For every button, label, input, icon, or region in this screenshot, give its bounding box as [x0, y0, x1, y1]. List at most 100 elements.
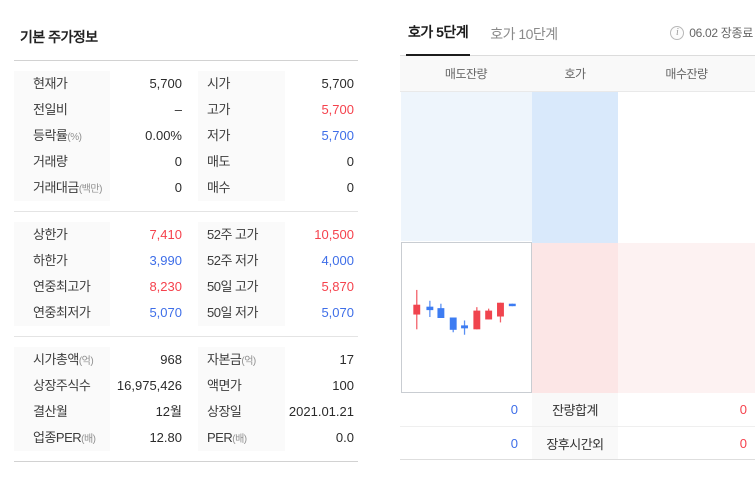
row-label: 자본금(억)	[198, 347, 285, 373]
row-label-unit: (배)	[81, 434, 96, 445]
row-label: 등락률(%)	[14, 123, 110, 149]
row-label: 상장일	[198, 399, 285, 425]
market-status: i 06.02 장종료	[670, 24, 753, 41]
row-value: 5,870	[321, 279, 354, 294]
row-label: 고가	[198, 97, 285, 123]
table-row: 전일비 – 고가 5,700	[14, 97, 358, 123]
column-gap	[182, 123, 198, 149]
table-row: 연중최저가 5,070 50일 저가 5,070	[14, 300, 358, 326]
row-value: 12월	[155, 404, 182, 419]
row-label-unit: (백만)	[78, 184, 103, 195]
buy-depth-volume-zone	[618, 243, 755, 393]
total-buy-volume: 0	[739, 402, 747, 417]
info-icon: i	[670, 25, 685, 40]
row-label: 연중최저가	[14, 300, 110, 326]
table-row: 하한가 3,990 52주 저가 4,000	[14, 248, 358, 274]
table-row: 연중최고가 8,230 50일 고가 5,870	[14, 274, 358, 300]
range-block: 상한가 7,410 52주 고가 10,500 하한가 3,990 52주 저가 4,000 연…	[14, 211, 358, 336]
column-gap	[182, 175, 198, 201]
column-gap	[182, 149, 198, 175]
row-label: 시가	[198, 71, 285, 97]
row-value: 0.0	[335, 430, 354, 445]
stock-info-table: 현재가 5,700 시가 5,700 전일비 – 고가 5,700 등락률(%) 0.00% 저가 5…	[14, 60, 358, 462]
column-header-price: 호가	[564, 67, 586, 81]
total-sell-volume: 0	[510, 402, 518, 417]
column-gap	[182, 399, 198, 425]
row-label: 하한가	[14, 248, 110, 274]
row-label: 시가총액(억)	[14, 347, 110, 373]
buy-depth-price-zone	[532, 243, 618, 393]
row-value: 5,700	[321, 128, 354, 143]
table-row: 상한가 7,410 52주 고가 10,500	[14, 222, 358, 248]
row-value: 12.80	[149, 430, 182, 445]
row-value: 8,230	[149, 279, 182, 294]
row-label: 액면가	[198, 373, 285, 399]
row-value: 968	[160, 352, 182, 367]
row-value: 5,700	[149, 76, 182, 91]
table-row: 결산월 12월 상장일 2021.01.21	[14, 399, 358, 425]
row-label: PER(배)	[198, 425, 285, 451]
column-gap	[182, 274, 198, 300]
row-value: 5,070	[149, 305, 182, 320]
table-row: 현재가 5,700 시가 5,700	[14, 71, 358, 97]
row-label: 업종PER(배)	[14, 425, 110, 451]
sell-depth-price-zone	[532, 92, 618, 243]
row-value: 17	[339, 352, 354, 367]
row-value: 2021.01.21	[288, 404, 354, 419]
column-gap	[182, 347, 198, 373]
row-label: 거래량	[14, 149, 110, 175]
row-label-unit: (%)	[67, 132, 82, 143]
table-row: 시가총액(억) 968 자본금(억) 17	[14, 347, 358, 373]
row-label: 50일 고가	[198, 274, 285, 300]
column-header-sell-volume: 매도잔량	[444, 67, 488, 81]
row-value: 5,700	[321, 76, 354, 91]
row-label: 전일비	[14, 97, 110, 123]
row-value: 3,990	[149, 253, 182, 268]
row-label: 거래대금(백만)	[14, 175, 110, 201]
row-value: 5,700	[321, 102, 354, 117]
orderbook-header: 매도잔량 호가 매수잔량	[400, 56, 755, 92]
column-gap	[182, 425, 198, 451]
fundamentals-block: 시가총액(억) 968 자본금(억) 17 상장주식수 16,975,426 액면가 100 결…	[14, 336, 358, 461]
row-label: 연중최고가	[14, 274, 110, 300]
row-label: 50일 저가	[198, 300, 285, 326]
column-gap	[182, 71, 198, 97]
mini-candlestick-chart	[401, 242, 532, 393]
orderbook-panel: 호가 5단계 호가 10단계 i 06.02 장종료 매도잔량 호가 매수잔량 …	[400, 0, 755, 481]
row-value: –	[174, 102, 182, 117]
row-value: 10,500	[314, 227, 354, 242]
table-row: 업종PER(배) 12.80 PER(배) 0.0	[14, 425, 358, 451]
column-gap	[182, 373, 198, 399]
row-label: 상장주식수	[14, 373, 110, 399]
column-gap	[182, 300, 198, 326]
column-gap	[182, 97, 198, 123]
row-label: 저가	[198, 123, 285, 149]
row-value: 4,000	[321, 253, 354, 268]
price-block: 현재가 5,700 시가 5,700 전일비 – 고가 5,700 등락률(%) 0.00% 저가 5…	[14, 61, 358, 211]
orderbook-tabs: 호가 5단계 호가 10단계	[400, 0, 755, 56]
row-value: 0	[174, 154, 182, 169]
row-label: 매도	[198, 149, 285, 175]
row-label: 현재가	[14, 71, 110, 97]
row-label: 52주 고가	[198, 222, 285, 248]
after-hours-row: 0 장후시간외 0	[400, 427, 755, 460]
row-label: 매수	[198, 175, 285, 201]
table-row: 등락률(%) 0.00% 저가 5,700	[14, 123, 358, 149]
page-title: 기본 주가정보	[20, 29, 98, 45]
after-hours-label: 장후시간외	[532, 427, 618, 459]
row-value: 5,070	[321, 305, 354, 320]
row-label-unit: (억)	[78, 356, 94, 367]
tab-quote-10-levels[interactable]: 호가 10단계	[490, 26, 558, 42]
total-volume-row: 0 잔량합계 0	[400, 393, 755, 427]
row-value: 0	[346, 154, 354, 169]
tab-quote-5-levels[interactable]: 호가 5단계	[406, 22, 471, 56]
row-value: 7,410	[149, 227, 182, 242]
row-value: 0.00%	[145, 128, 182, 143]
row-value: 100	[332, 378, 354, 393]
row-label-unit: (배)	[232, 434, 247, 445]
sell-depth-volume-zone	[401, 92, 532, 241]
column-header-buy-volume: 매수잔량	[665, 67, 708, 81]
row-value: 0	[346, 180, 354, 195]
row-label: 52주 저가	[198, 248, 285, 274]
